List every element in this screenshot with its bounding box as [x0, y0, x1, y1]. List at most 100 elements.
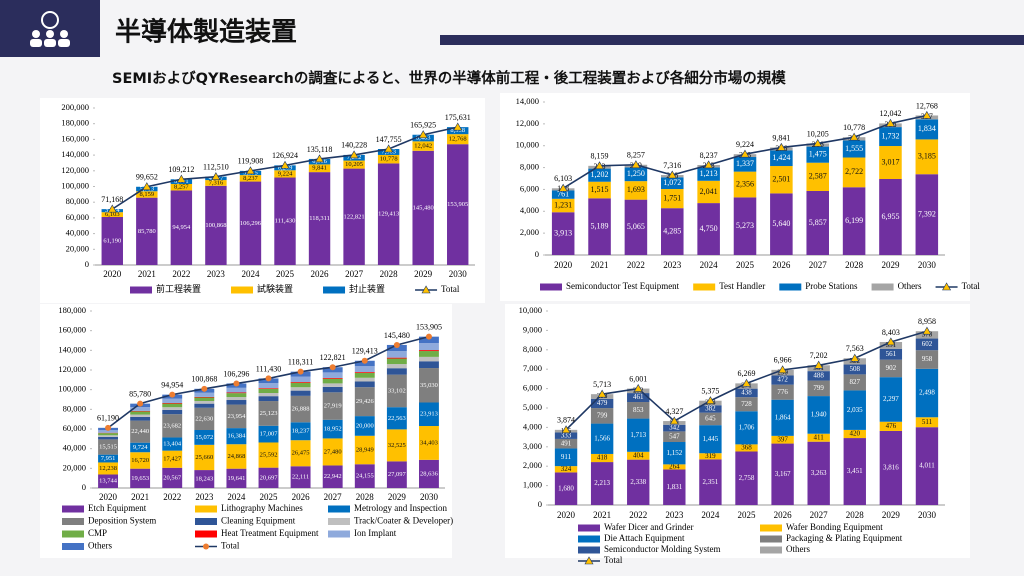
data-label: 420 [850, 430, 861, 438]
bar-segment [419, 356, 439, 362]
x-tick-label: 2021 [591, 260, 609, 270]
data-label: 2,297 [883, 395, 899, 403]
bar-segment [258, 467, 279, 488]
total-marker [211, 172, 221, 180]
data-label: 438 [741, 388, 752, 396]
total-label: 111,430 [256, 364, 281, 373]
bar-segment [879, 421, 903, 431]
bar-segment [699, 425, 722, 454]
bar-segment [807, 441, 830, 505]
legend-swatch [328, 505, 350, 513]
bar-segment [322, 419, 343, 439]
data-label: 333 [561, 431, 572, 439]
bar-segment [806, 190, 829, 255]
total-marker [349, 150, 359, 159]
total-marker [361, 357, 368, 364]
total-label: 122,821 [320, 353, 346, 362]
legend-swatch [540, 283, 562, 291]
bar-segment [663, 464, 686, 470]
legend-label: Cleaning Equipment [221, 516, 296, 526]
bar-segment [354, 372, 375, 373]
data-label: 324 [561, 465, 572, 473]
bar-segment [842, 140, 866, 158]
y-tick-label: 5,000 [523, 402, 542, 412]
legend-label: 封止装置 [349, 283, 385, 294]
y-tick-label: 40,000 [63, 443, 86, 453]
data-label: 32,525 [388, 442, 406, 449]
subtitle: SEMIおよびQYResearchの調査によると、世界の半導体前工程・後工程装置… [112, 69, 786, 87]
bar-segment [354, 372, 375, 378]
bar-segment [98, 433, 118, 436]
total-label: 61,190 [97, 414, 119, 423]
data-label: 1,834 [918, 124, 936, 133]
data-label: 5,189 [591, 221, 609, 230]
total-label: 3,874 [557, 416, 575, 425]
data-label: 15,072 [195, 434, 213, 441]
data-label: 16,720 [131, 457, 149, 464]
y-tick-label: 140,000 [61, 149, 89, 159]
legend-label: Metrology and Inspection [354, 503, 447, 513]
legend-swatch [578, 535, 600, 543]
bar-segment [915, 338, 939, 351]
bar-segment [194, 444, 215, 471]
bar-segment [697, 167, 720, 181]
y-tick-label: 9,000 [523, 324, 542, 334]
total-label: 153,905 [416, 322, 442, 331]
bar-segment [226, 400, 247, 405]
bar-segment [699, 405, 722, 413]
total-label: 175,631 [445, 113, 471, 122]
total-label: 8,159 [591, 152, 609, 161]
bar-segment [590, 423, 614, 454]
y-tick-label: 10,000 [519, 305, 542, 315]
legend-marker [421, 285, 431, 294]
bar-segment [290, 422, 311, 441]
data-label: 2,498 [919, 389, 935, 397]
bar-segment [697, 180, 720, 204]
y-tick-label: 4,000 [520, 205, 539, 215]
data-label: 22,563 [388, 415, 406, 422]
bar-segment [879, 178, 902, 255]
data-label: 22,440 [131, 428, 149, 435]
y-tick-label: 6,000 [520, 183, 539, 193]
total-label: 9,841 [772, 133, 790, 142]
bar-segment [627, 418, 650, 452]
y-tick-label: 20,000 [63, 462, 86, 472]
data-label: 799 [813, 384, 824, 392]
bar-segment [588, 181, 611, 199]
bar-segment [879, 341, 903, 349]
bar-segment [590, 408, 614, 424]
x-tick-label: 2029 [388, 492, 407, 502]
data-label: 902 [886, 364, 897, 372]
total-label: 140,228 [341, 141, 367, 150]
logo-icon [30, 11, 70, 47]
legend-swatch [328, 518, 350, 525]
data-label: 111,430 [275, 218, 296, 225]
bar-segment [343, 160, 365, 169]
x-tick-label: 2027 [809, 260, 828, 270]
bar-segment [194, 397, 215, 402]
data-label: 827 [850, 378, 861, 386]
legend-marker [942, 282, 952, 291]
data-label: 342 [669, 424, 680, 432]
data-label: 776 [777, 388, 788, 396]
data-label: 18,243 [195, 476, 213, 483]
total-marker [741, 378, 752, 387]
bar-segment [136, 191, 158, 198]
bar-segment [98, 436, 118, 440]
total-label: 109,212 [168, 165, 194, 174]
bar-segment [770, 166, 793, 194]
bar-segment [194, 430, 215, 445]
legend-swatch [231, 286, 254, 294]
data-label: 561 [886, 350, 897, 358]
legend-swatch [195, 530, 217, 538]
total-marker [393, 341, 400, 348]
y-tick-label: 0 [82, 482, 86, 492]
data-label: 18,237 [292, 428, 311, 435]
x-tick-label: 2020 [557, 510, 576, 520]
data-label: 8,237 [243, 175, 258, 182]
bar-segment [226, 428, 247, 445]
total-label: 6,269 [738, 369, 756, 378]
y-tick-label: 80,000 [66, 196, 89, 206]
data-label: 1,202 [591, 170, 609, 179]
